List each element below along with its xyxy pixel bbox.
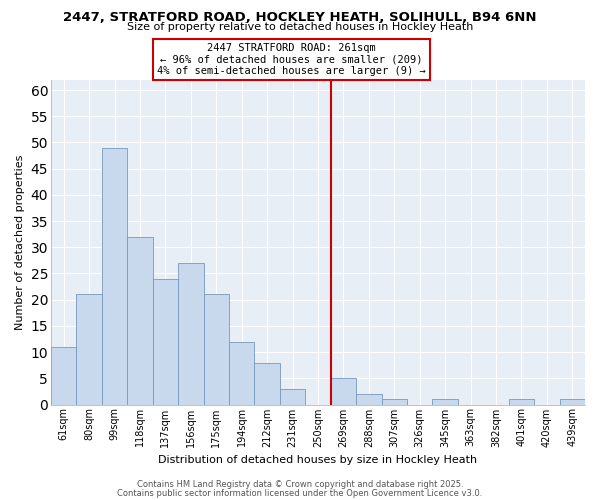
Bar (560, 400, 585, 404)
Bar (433, 400, 458, 404)
Bar (331, 378, 356, 404)
Bar (280, 389, 305, 404)
Bar (76, 294, 102, 405)
Bar (229, 342, 254, 404)
Bar (254, 362, 280, 405)
Bar (356, 394, 382, 404)
Bar (509, 400, 534, 404)
X-axis label: Distribution of detached houses by size in Hockley Heath: Distribution of detached houses by size … (158, 455, 478, 465)
Bar (51, 347, 76, 405)
Text: Size of property relative to detached houses in Hockley Heath: Size of property relative to detached ho… (127, 22, 473, 32)
Bar (178, 263, 203, 404)
Bar (127, 237, 152, 404)
Y-axis label: Number of detached properties: Number of detached properties (15, 154, 25, 330)
Bar (152, 278, 178, 404)
Bar (382, 400, 407, 404)
Bar (203, 294, 229, 405)
Text: Contains HM Land Registry data © Crown copyright and database right 2025.: Contains HM Land Registry data © Crown c… (137, 480, 463, 489)
Bar (102, 148, 127, 404)
Text: Contains public sector information licensed under the Open Government Licence v3: Contains public sector information licen… (118, 488, 482, 498)
Text: 2447 STRATFORD ROAD: 261sqm
← 96% of detached houses are smaller (209)
4% of sem: 2447 STRATFORD ROAD: 261sqm ← 96% of det… (157, 43, 425, 76)
Text: 2447, STRATFORD ROAD, HOCKLEY HEATH, SOLIHULL, B94 6NN: 2447, STRATFORD ROAD, HOCKLEY HEATH, SOL… (63, 11, 537, 24)
